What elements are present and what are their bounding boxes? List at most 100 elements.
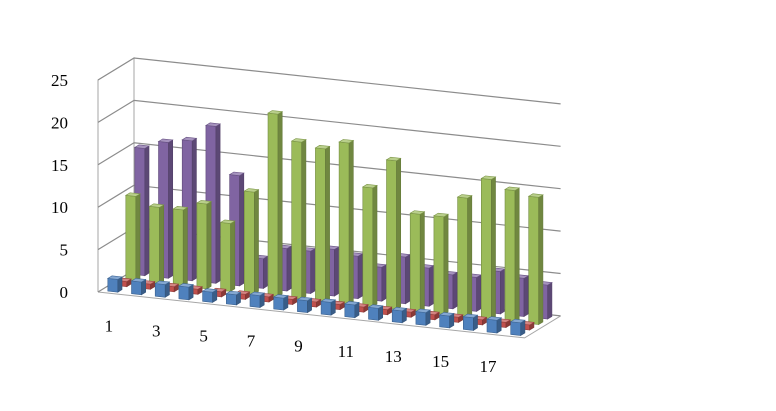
bar-top <box>225 290 242 296</box>
bar-side <box>443 213 449 315</box>
bar-side <box>182 206 188 287</box>
bar-top <box>391 306 408 312</box>
bar-side <box>159 204 165 285</box>
y-tick-label: 10 <box>51 198 68 217</box>
bar-front <box>297 299 308 313</box>
bar <box>148 203 165 285</box>
bar-top <box>228 171 245 176</box>
bar-front <box>149 206 160 285</box>
bar-side <box>348 139 354 305</box>
bar-top <box>433 212 450 218</box>
gridline <box>97 57 561 105</box>
bar-top <box>130 278 147 283</box>
bar-top <box>361 184 378 189</box>
bar-top <box>385 156 402 162</box>
bar <box>106 275 123 293</box>
bar-top <box>201 288 218 293</box>
bar-side <box>286 245 292 292</box>
bar-front <box>154 283 166 298</box>
bar-side <box>334 246 339 297</box>
bar-front <box>486 318 498 334</box>
y-tick-label: 25 <box>51 71 68 90</box>
bars-group <box>106 110 553 337</box>
x-tick-label: 1 <box>105 316 114 335</box>
bar-side <box>514 187 520 323</box>
x-tick-label: 3 <box>152 321 161 340</box>
bar-side <box>301 139 307 300</box>
bar <box>172 206 189 287</box>
bar-top <box>243 188 260 193</box>
bar-top <box>290 138 307 143</box>
bar-side <box>538 194 544 326</box>
x-tick-label: 15 <box>432 352 449 371</box>
bar-side <box>230 220 236 292</box>
bar-side <box>419 211 425 313</box>
bar-front <box>273 296 285 311</box>
bar-top <box>438 312 455 317</box>
bar-side <box>325 145 330 303</box>
bar-top <box>480 175 497 180</box>
bar-side <box>547 282 553 320</box>
bar-top <box>456 194 473 199</box>
bar <box>338 139 355 305</box>
bar <box>296 296 313 314</box>
x-tick-label: 9 <box>294 337 303 356</box>
bar <box>367 304 384 321</box>
bar-side <box>500 268 505 315</box>
bar-front <box>439 314 450 329</box>
bar <box>154 280 171 298</box>
bar-front <box>244 190 255 295</box>
bar-front <box>344 303 356 319</box>
y-tick-label: 20 <box>51 113 68 132</box>
bar-side <box>381 264 387 302</box>
bar-side <box>310 248 316 295</box>
bar-front <box>220 222 231 292</box>
bar <box>385 156 402 310</box>
bar-top <box>314 144 331 150</box>
bar-side <box>405 253 411 305</box>
bar-front <box>202 290 213 303</box>
bar <box>480 175 497 320</box>
bar-side <box>215 123 221 284</box>
bar-front <box>226 293 237 306</box>
bar <box>343 301 360 319</box>
bar-side <box>206 200 212 290</box>
bar <box>409 210 426 313</box>
bar-top <box>338 139 355 144</box>
bar-front <box>125 194 137 282</box>
bar-top <box>527 193 544 198</box>
bar-top <box>154 280 171 285</box>
bar <box>486 316 503 334</box>
bar-top <box>178 283 195 288</box>
bar <box>456 194 473 318</box>
bar-front <box>315 147 326 302</box>
bar-front <box>391 309 403 324</box>
bar-top <box>133 144 150 149</box>
bar-front <box>415 311 427 326</box>
bar <box>225 290 242 306</box>
bar-top <box>181 136 198 142</box>
bar-front <box>386 159 397 310</box>
bar <box>124 192 141 282</box>
bar <box>290 138 307 300</box>
bar-front <box>368 306 379 321</box>
bar-top <box>486 316 503 321</box>
y-tick-label: 5 <box>60 241 69 260</box>
bar-front <box>528 195 540 325</box>
bar-front <box>338 141 350 305</box>
bar-side <box>239 172 245 287</box>
bar <box>272 294 289 311</box>
bar-top <box>320 298 337 303</box>
bar <box>462 313 479 331</box>
bar-top <box>504 186 521 191</box>
bar <box>249 291 266 309</box>
bar-side <box>396 157 402 310</box>
gridline <box>97 142 561 190</box>
bar-side <box>135 193 141 282</box>
bar-top <box>249 291 266 296</box>
bar-side <box>144 145 150 277</box>
y-tick-label: 0 <box>60 283 69 302</box>
bar-side <box>491 176 496 320</box>
bar-top <box>462 313 479 319</box>
bar-top <box>124 192 141 197</box>
